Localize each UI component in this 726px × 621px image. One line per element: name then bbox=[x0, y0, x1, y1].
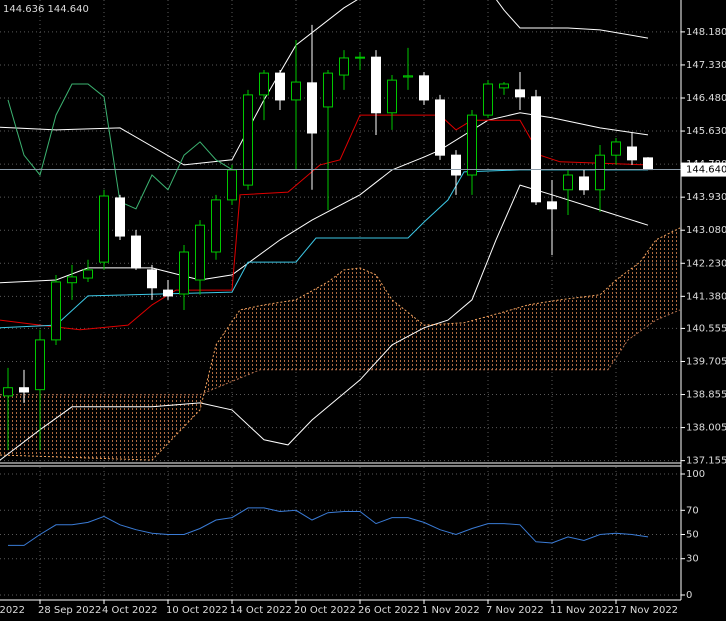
candle-body bbox=[99, 195, 109, 263]
y-tick-label: 138.855 bbox=[686, 390, 726, 401]
candle-body bbox=[243, 94, 253, 186]
candle-body bbox=[115, 197, 125, 237]
y-tick-label: 142.230 bbox=[686, 258, 726, 269]
info-text: 144.636 144.640 bbox=[3, 4, 89, 15]
indicator-line bbox=[0, 114, 649, 331]
y-tick-label: 143.930 bbox=[686, 192, 726, 203]
candle-body bbox=[19, 387, 29, 393]
y-tick-label: 0 bbox=[686, 590, 692, 601]
candle-body bbox=[67, 276, 77, 284]
x-tick-label: 11 Nov 2022 bbox=[550, 605, 614, 616]
grid-layer bbox=[0, 0, 681, 600]
candle-body bbox=[579, 176, 589, 191]
rsi-line bbox=[8, 507, 649, 546]
indicator-line bbox=[0, 112, 649, 284]
candle-body bbox=[371, 56, 381, 114]
candle-body bbox=[179, 251, 189, 295]
candle-body bbox=[563, 174, 573, 191]
indicator-line bbox=[0, 169, 648, 329]
candle-body bbox=[499, 83, 509, 89]
candle-body bbox=[643, 157, 653, 171]
candle-body bbox=[611, 141, 621, 156]
candle-body bbox=[435, 99, 445, 156]
x-tick-label: 2022 bbox=[0, 605, 25, 616]
y-tick-label: 138.005 bbox=[686, 423, 726, 434]
indicator-line bbox=[0, 0, 649, 166]
y-tick-label: 30 bbox=[686, 554, 699, 565]
candle-body bbox=[227, 169, 237, 201]
candle-body bbox=[291, 81, 301, 101]
ichimoku-cloud bbox=[0, 227, 680, 461]
candle-body bbox=[3, 387, 13, 397]
x-tick-label: 20 Oct 2022 bbox=[294, 605, 356, 616]
candle-body bbox=[355, 56, 365, 59]
y-tick-label: 143.080 bbox=[686, 225, 726, 236]
candle-body bbox=[531, 96, 541, 203]
candle-body bbox=[515, 89, 525, 98]
y-tick-label: 100 bbox=[686, 469, 705, 480]
candle-body bbox=[627, 146, 637, 161]
indicator-line bbox=[0, 309, 681, 396]
candle-body bbox=[419, 75, 429, 101]
y-tick-label: 137.155 bbox=[686, 456, 726, 467]
rsi-panel bbox=[8, 507, 649, 546]
candle-body bbox=[131, 235, 141, 269]
candle-body bbox=[595, 154, 605, 191]
candle-body bbox=[467, 114, 477, 176]
y-tick-label: 148.180 bbox=[686, 27, 726, 38]
candle-body bbox=[83, 269, 93, 279]
candle-body bbox=[211, 199, 221, 253]
x-tick-label: 17 Nov 2022 bbox=[614, 605, 678, 616]
x-tick-label: 10 Oct 2022 bbox=[166, 605, 228, 616]
x-tick-label: 26 Oct 2022 bbox=[358, 605, 420, 616]
x-tick-label: 28 Sep 2022 bbox=[38, 605, 101, 616]
candle-body bbox=[483, 83, 493, 116]
indicator-line bbox=[7, 83, 233, 210]
y-tick-label: 140.555 bbox=[686, 323, 726, 334]
y-tick-label: 145.630 bbox=[686, 126, 726, 137]
candle-body bbox=[51, 281, 61, 341]
candle-body bbox=[259, 72, 269, 96]
last-price-box bbox=[681, 162, 726, 177]
indicator-line bbox=[0, 227, 681, 461]
y-tick-label: 141.380 bbox=[686, 291, 726, 302]
x-tick-label: 1 Nov 2022 bbox=[422, 605, 480, 616]
candle-body bbox=[147, 269, 157, 289]
x-tick-label: 7 Nov 2022 bbox=[486, 605, 544, 616]
candle-body bbox=[403, 75, 413, 78]
candle-body bbox=[323, 72, 333, 108]
candle-body bbox=[451, 154, 461, 176]
candle-body bbox=[547, 201, 557, 210]
candle-body bbox=[195, 224, 205, 281]
candle-body bbox=[339, 57, 349, 76]
y-tick-label: 139.705 bbox=[686, 356, 726, 367]
x-tick-label: 14 Oct 2022 bbox=[230, 605, 292, 616]
candle-body bbox=[35, 339, 45, 391]
candle-body bbox=[307, 82, 317, 134]
x-tick-label: 4 Oct 2022 bbox=[102, 605, 157, 616]
y-tick-label: 147.330 bbox=[686, 60, 726, 71]
candle-body bbox=[275, 72, 285, 101]
price-panel bbox=[0, 0, 681, 461]
y-tick-label: 70 bbox=[686, 505, 699, 516]
y-tick-label: 146.480 bbox=[686, 93, 726, 104]
y-tick-label: 50 bbox=[686, 530, 699, 541]
last-price-label: 144.640 bbox=[686, 165, 726, 176]
indicator-line bbox=[0, 184, 649, 461]
candle-body bbox=[163, 289, 173, 297]
candle-body bbox=[387, 79, 397, 114]
